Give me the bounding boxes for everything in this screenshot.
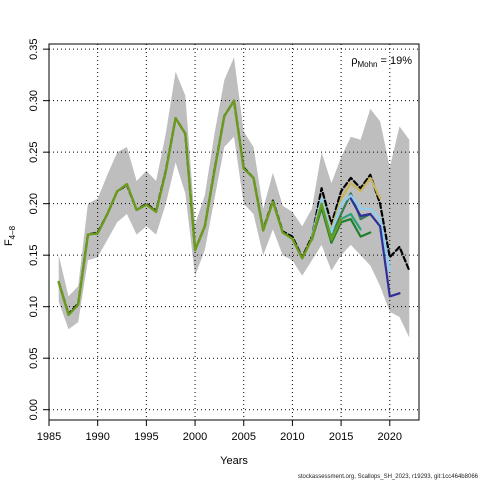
y-tick-label: 0.15 xyxy=(28,244,40,265)
grid-layer xyxy=(48,44,419,420)
y-axis-title: F4–8 xyxy=(3,225,17,246)
y-tick-label: 0.10 xyxy=(28,296,40,317)
y-axis-title-subscript: 4–8 xyxy=(8,225,17,239)
series-layer xyxy=(57,99,411,317)
y-tick-label: 0.05 xyxy=(28,347,40,368)
svg-text:F4–8: F4–8 xyxy=(3,225,17,246)
x-tick-label: 2010 xyxy=(280,431,304,443)
x-tick-label: 1995 xyxy=(134,431,158,443)
x-tick-label: 1985 xyxy=(37,431,61,443)
series-line-4 xyxy=(349,197,401,298)
x-tick-label: 2020 xyxy=(378,431,402,443)
y-tick-label: 0.35 xyxy=(28,38,40,59)
confidence-band xyxy=(58,57,410,338)
footer-source: stockassessment.org, Scallops_SH_2023, r… xyxy=(298,474,479,480)
mohn-rho-value: = 19% xyxy=(381,55,413,67)
x-tick-label: 2015 xyxy=(329,431,353,443)
x-tick-label: 2000 xyxy=(183,431,207,443)
mohn-rho-symbol: ρ xyxy=(351,55,357,67)
y-tick-label: 0.20 xyxy=(28,193,40,214)
y-tick-label: 0.00 xyxy=(28,399,40,420)
y-tick-label: 0.25 xyxy=(28,141,40,162)
mohn-rho-label: ρMohn = 19% xyxy=(351,55,412,69)
x-axis: 1985 1990 1995 2000 2005 2010 2015 2020 xyxy=(37,419,402,443)
x-tick-label: 2005 xyxy=(231,431,255,443)
confidence-band-layer xyxy=(58,57,410,338)
y-tick-label: 0.30 xyxy=(28,90,40,111)
x-tick-label: 1990 xyxy=(85,431,109,443)
y-axis-title-main: F xyxy=(3,239,15,246)
series-line-7 xyxy=(57,99,343,317)
mohn-rho-subscript: Mohn xyxy=(357,60,377,69)
y-axis: 0.00 0.05 0.10 0.15 0.20 0.25 0.30 0.35 xyxy=(28,38,49,420)
x-axis-title: Years xyxy=(220,455,248,467)
series-line-3 xyxy=(310,194,391,272)
